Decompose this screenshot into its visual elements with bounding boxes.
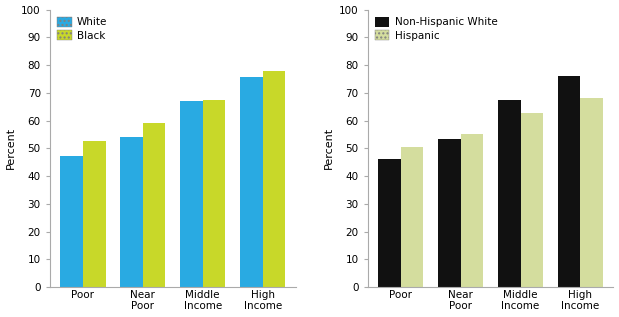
Bar bbox=[202, 100, 225, 287]
Bar bbox=[120, 138, 143, 287]
Legend: White, Black: White, Black bbox=[55, 15, 110, 42]
Bar bbox=[400, 147, 423, 287]
Bar bbox=[143, 122, 165, 287]
Bar bbox=[262, 71, 285, 287]
Bar bbox=[180, 100, 202, 287]
Bar bbox=[558, 76, 581, 287]
Bar bbox=[498, 100, 521, 287]
Bar bbox=[438, 139, 461, 287]
Bar bbox=[378, 159, 400, 287]
Y-axis label: Percent: Percent bbox=[323, 127, 334, 169]
Bar bbox=[521, 113, 543, 287]
Bar bbox=[581, 98, 604, 287]
Bar bbox=[83, 141, 105, 287]
Bar bbox=[60, 156, 83, 287]
Bar bbox=[240, 77, 262, 287]
Bar bbox=[461, 134, 483, 287]
Y-axis label: Percent: Percent bbox=[6, 127, 15, 169]
Legend: Non-Hispanic White, Hispanic: Non-Hispanic White, Hispanic bbox=[373, 15, 500, 42]
